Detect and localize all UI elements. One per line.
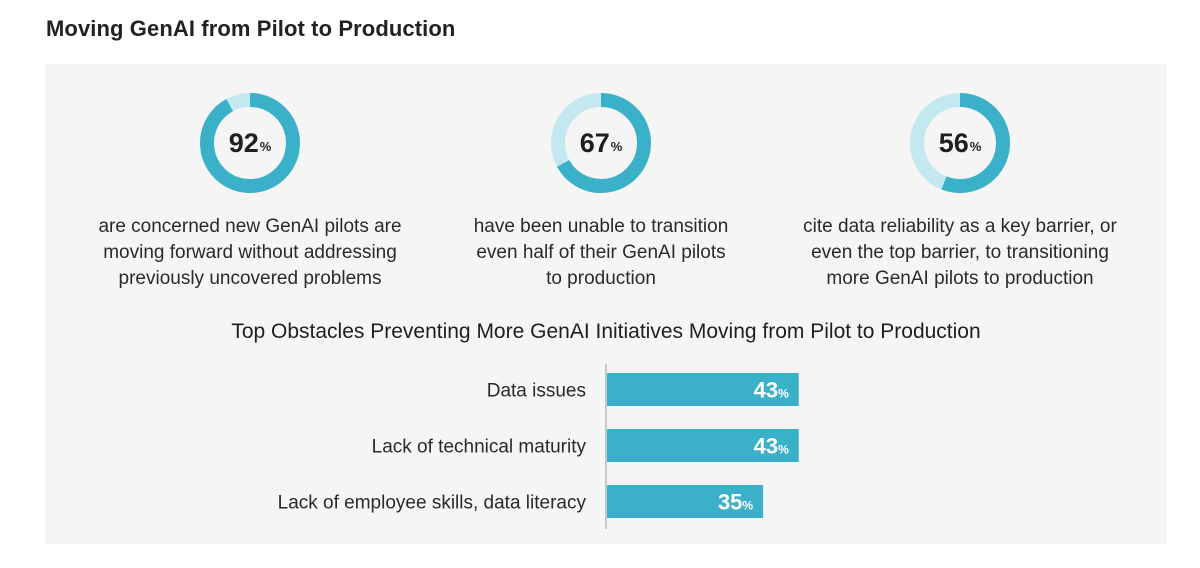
donut-chart-1: 92%	[195, 88, 305, 198]
donut-chart-3: 56%	[905, 88, 1015, 198]
bar-value-label: 35%	[718, 490, 753, 515]
stat-description-3: cite data reliability as a key barrier, …	[803, 216, 1117, 289]
donut-arc-2	[551, 93, 651, 193]
donut-arc-3	[910, 93, 1010, 193]
bar-value-label: 43%	[754, 434, 789, 459]
bar	[607, 373, 799, 406]
stat-card-1: 92% are concerned new GenAI pilots are m…	[60, 88, 440, 292]
donut-chart-2: 67%	[546, 88, 656, 198]
page-title: Moving GenAI from Pilot to Production	[46, 16, 456, 41]
donut-value-2: 67%	[546, 88, 656, 198]
bar-category-label: Lack of employee skills, data literacy	[278, 493, 587, 514]
bar-chart: Data issues 43% Lack of technical maturity…	[278, 364, 799, 529]
bar-category-label: Data issues	[487, 381, 586, 402]
stat-value-2: 67	[579, 127, 610, 158]
stat-unit-1: %	[259, 138, 272, 154]
stat-unit-2: %	[610, 138, 623, 154]
donut-ring-3	[910, 93, 1010, 193]
donut-value-1: 92%	[195, 88, 305, 198]
bar-category-label: Lack of technical maturity	[372, 437, 587, 458]
donut-ring-2	[551, 93, 651, 193]
bar-chart-title: Top Obstacles Preventing More GenAI Init…	[231, 320, 981, 343]
infographic-panel: 92% are concerned new GenAI pilots are m…	[45, 64, 1167, 544]
stat-description-2: have been unable to transition even half…	[473, 216, 729, 289]
stat-value-3: 56	[938, 127, 969, 158]
bar	[607, 485, 764, 518]
bar	[607, 429, 799, 462]
stat-value-1: 92	[228, 127, 259, 158]
stat-card-2: 67% have been unable to transition even …	[411, 88, 791, 292]
donut-ring-1	[200, 93, 300, 193]
bar-value-label: 43%	[754, 378, 789, 403]
donut-arc-1	[200, 93, 300, 193]
stat-card-3: 56% cite data reliability as a key barri…	[770, 88, 1150, 292]
stat-description-1: are concerned new GenAI pilots are movin…	[98, 216, 402, 289]
donut-value-3: 56%	[905, 88, 1015, 198]
stat-unit-3: %	[969, 138, 982, 154]
